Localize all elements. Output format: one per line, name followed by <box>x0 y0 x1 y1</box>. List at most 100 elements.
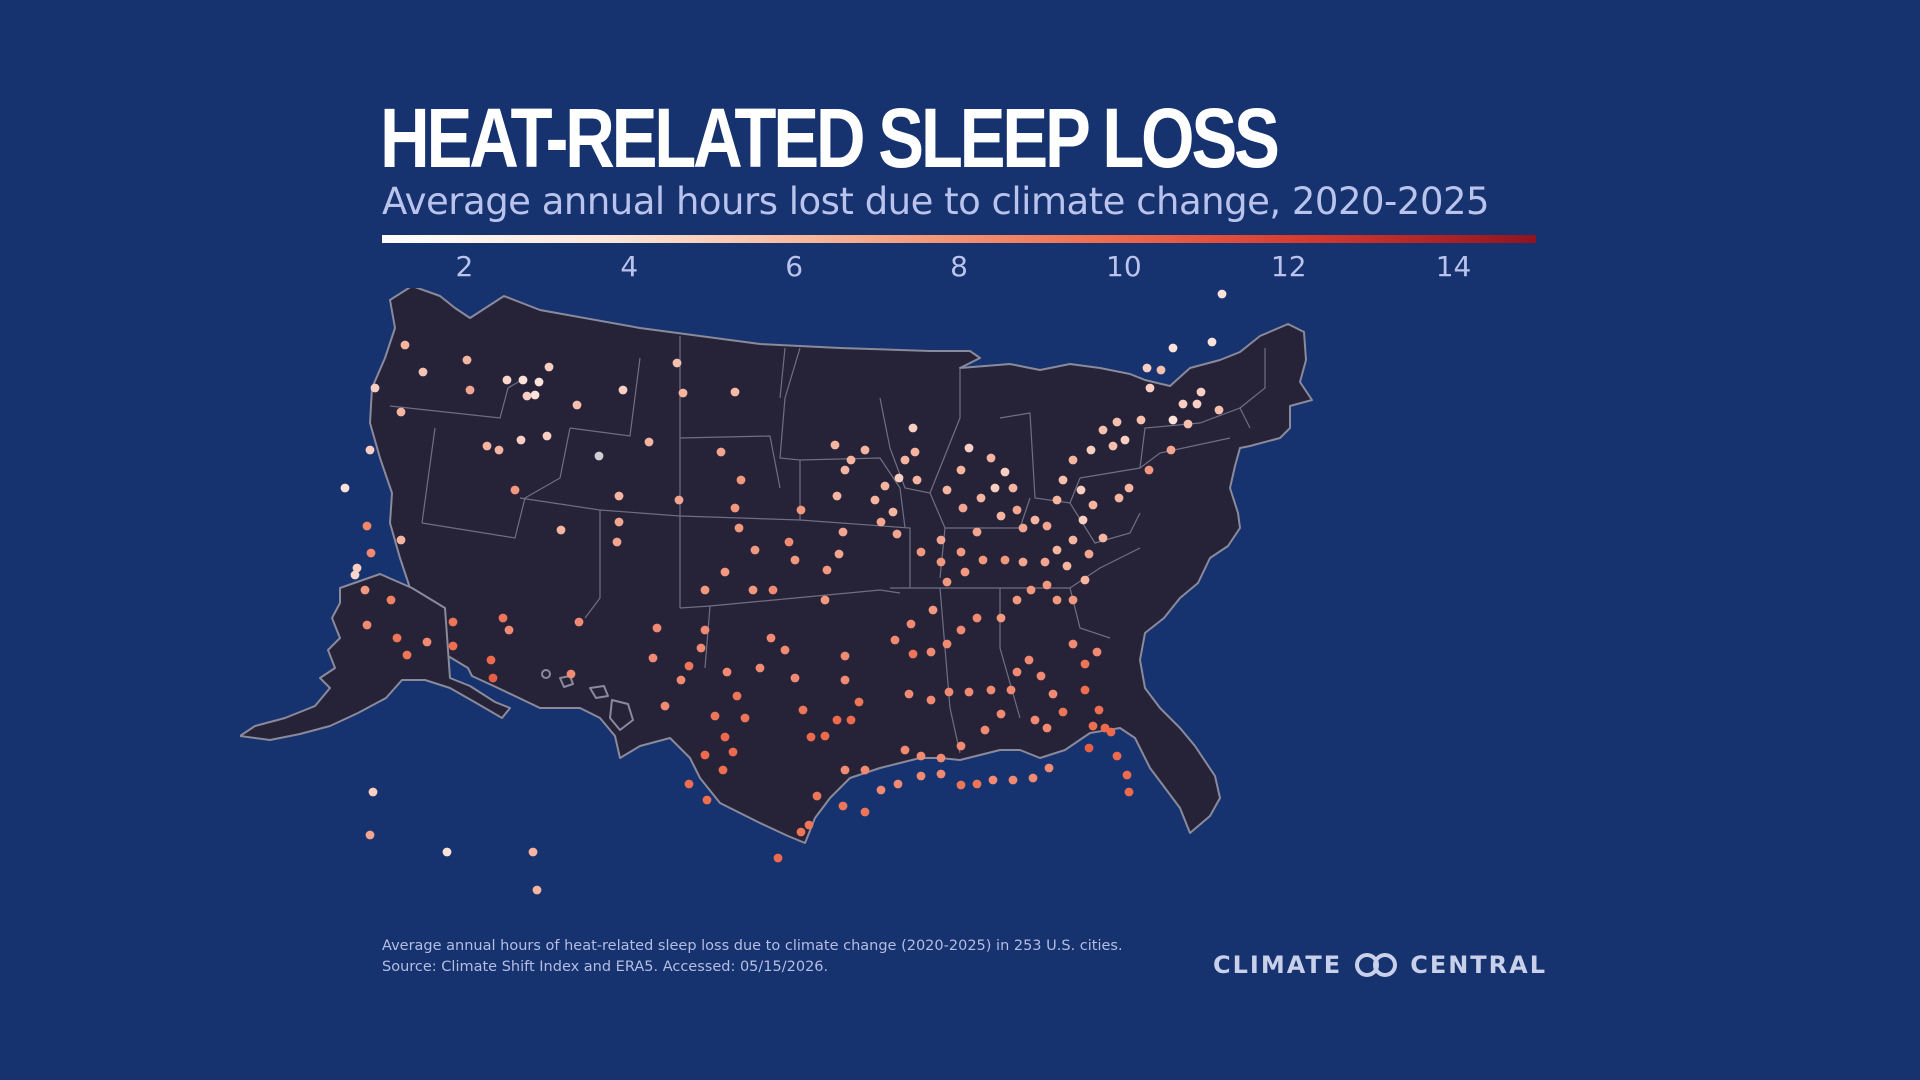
city-dot <box>942 485 952 495</box>
state-boundaries <box>389 336 1266 754</box>
city-dot <box>1018 523 1028 533</box>
city-dot <box>522 391 532 401</box>
city-dot <box>700 625 710 635</box>
city-dot <box>956 547 966 557</box>
city-dot <box>1084 743 1094 753</box>
city-dot <box>990 483 1000 493</box>
city-dot <box>846 715 856 725</box>
city-dot <box>1098 533 1108 543</box>
city-dot <box>1120 435 1130 445</box>
city-dot <box>1024 655 1034 665</box>
city-dot <box>716 447 726 457</box>
city-dot <box>684 779 694 789</box>
city-dot <box>942 577 952 587</box>
legend-tick-label: 6 <box>785 250 804 283</box>
city-dot <box>1086 445 1096 455</box>
city-dot <box>1080 659 1090 669</box>
city-dot <box>1076 485 1086 495</box>
interlocking-rings-icon <box>1355 953 1398 977</box>
city-dot <box>1026 585 1036 595</box>
footnote-description: Average annual hours of heat-related sle… <box>382 938 1123 954</box>
city-dot <box>518 375 528 385</box>
city-dot <box>728 747 738 757</box>
city-dot <box>498 613 508 623</box>
city-dot <box>1168 415 1178 425</box>
city-dot <box>888 507 898 517</box>
city-dot <box>462 355 472 365</box>
city-dot <box>422 637 432 647</box>
city-dot <box>908 649 918 659</box>
city-dot <box>1030 715 1040 725</box>
city-dot <box>1042 723 1052 733</box>
city-dot <box>916 751 926 761</box>
city-dot <box>900 455 910 465</box>
city-dot <box>362 521 372 531</box>
city-dot <box>798 705 808 715</box>
city-dot <box>892 529 902 539</box>
city-dot <box>652 623 662 633</box>
city-dot <box>402 650 412 660</box>
city-dot <box>678 388 688 398</box>
city-dot <box>736 475 746 485</box>
city-dot <box>964 687 974 697</box>
legend-tick-label: 14 <box>1435 250 1472 283</box>
city-dot <box>1052 545 1062 555</box>
city-dot <box>996 613 1006 623</box>
city-dot <box>350 570 360 580</box>
city-dot <box>720 567 730 577</box>
city-dot <box>1088 721 1098 731</box>
city-dot <box>532 885 542 895</box>
city-dot <box>1094 705 1104 715</box>
city-dot <box>1036 671 1046 681</box>
city-dot <box>806 732 816 742</box>
city-dot <box>768 585 778 595</box>
city-dot <box>1008 483 1018 493</box>
city-dot <box>502 375 512 385</box>
city-dot <box>820 595 830 605</box>
city-dot <box>710 711 720 721</box>
city-dot <box>838 801 848 811</box>
city-dot <box>488 673 498 683</box>
city-dot <box>1006 685 1016 695</box>
city-dot <box>908 423 918 433</box>
city-dot <box>362 620 372 630</box>
city-dot <box>1114 493 1124 503</box>
city-dot <box>542 431 552 441</box>
city-dot <box>1122 770 1132 780</box>
city-dot <box>366 548 376 558</box>
city-dot <box>718 765 728 775</box>
city-dot <box>528 847 538 857</box>
city-dot <box>880 481 890 491</box>
city-dot <box>1144 465 1154 475</box>
city-dot <box>448 641 458 651</box>
city-dot <box>928 605 938 615</box>
city-dot <box>773 853 783 863</box>
city-dot <box>486 655 496 665</box>
logo-text-left: CLIMATE <box>1213 951 1343 979</box>
city-dot <box>370 383 380 393</box>
city-dot <box>365 830 375 840</box>
city-dot <box>840 765 850 775</box>
city-dot <box>840 675 850 685</box>
city-dot <box>418 367 428 377</box>
city-dot <box>504 625 514 635</box>
city-dot <box>482 441 492 451</box>
city-dot <box>832 715 842 725</box>
city-dot <box>566 669 576 679</box>
city-dot <box>644 437 654 447</box>
city-dot <box>1145 383 1155 393</box>
city-dot <box>1142 363 1152 373</box>
city-dot <box>956 465 966 475</box>
city-dot <box>696 643 706 653</box>
city-dot <box>986 685 996 695</box>
city-dot <box>1088 500 1098 510</box>
footnote: Average annual hours of heat-related sle… <box>382 936 1123 978</box>
city-dot <box>594 451 604 461</box>
city-dot <box>900 745 910 755</box>
city-dot <box>936 535 946 545</box>
city-dot <box>956 625 966 635</box>
legend-tick-label: 12 <box>1270 250 1307 283</box>
city-dot <box>722 667 732 677</box>
legend-color-scale <box>382 235 1536 243</box>
city-dot <box>465 385 475 395</box>
